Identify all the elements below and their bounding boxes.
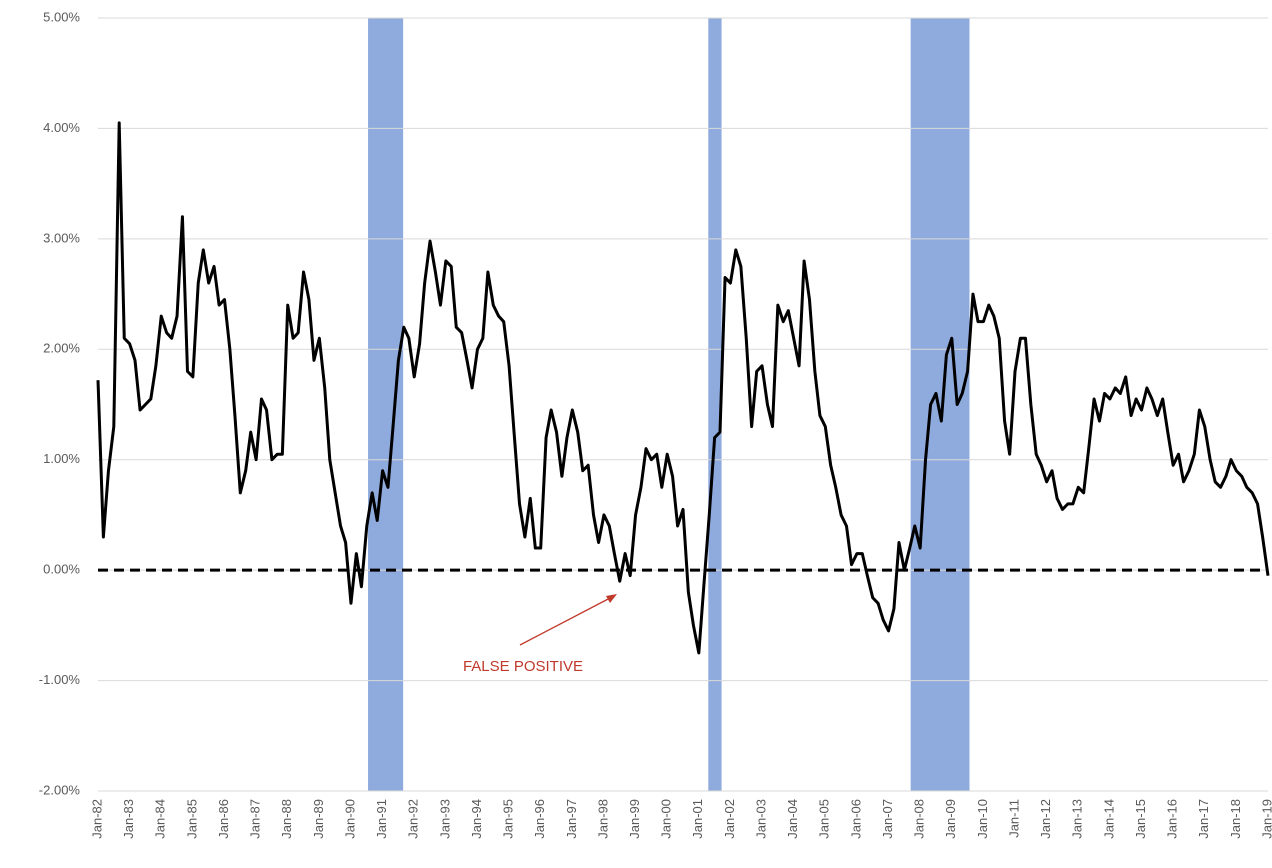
arrow-head xyxy=(606,594,617,603)
y-tick-label: 3.00% xyxy=(43,230,80,245)
recession-band xyxy=(708,18,722,791)
y-tick-label: 2.00% xyxy=(43,341,80,356)
x-tick-label: Jan-02 xyxy=(722,799,737,839)
x-tick-label: Jan-07 xyxy=(880,799,895,839)
x-tick-label: Jan-16 xyxy=(1165,799,1180,839)
x-tick-label: Jan-14 xyxy=(1101,799,1116,839)
y-tick-label: 5.00% xyxy=(43,9,80,24)
x-tick-label: Jan-03 xyxy=(753,799,768,839)
annotation-arrow xyxy=(519,596,613,646)
x-tick-label: Jan-15 xyxy=(1133,799,1148,839)
x-tick-label: Jan-19 xyxy=(1259,799,1272,839)
x-tick-label: Jan-00 xyxy=(659,799,674,839)
y-tick-label: 4.00% xyxy=(43,120,80,135)
recession-band xyxy=(368,18,404,791)
x-tick-label: Jan-09 xyxy=(943,799,958,839)
x-tick-label: Jan-99 xyxy=(627,799,642,839)
x-tick-label: Jan-83 xyxy=(121,799,136,839)
x-tick-label: Jan-92 xyxy=(406,799,421,839)
x-tick-label: Jan-84 xyxy=(153,799,168,839)
y-tick-label: -2.00% xyxy=(39,782,81,797)
x-tick-label: Jan-96 xyxy=(532,799,547,839)
recession-band xyxy=(910,18,970,791)
x-tick-label: Jan-94 xyxy=(469,799,484,839)
x-tick-label: Jan-17 xyxy=(1196,799,1211,839)
y-tick-label: 1.00% xyxy=(43,451,80,466)
x-tick-label: Jan-06 xyxy=(848,799,863,839)
x-tick-label: Jan-86 xyxy=(216,799,231,839)
x-tick-label: Jan-88 xyxy=(279,799,294,839)
x-tick-label: Jan-95 xyxy=(501,799,516,839)
x-tick-label: Jan-10 xyxy=(975,799,990,839)
x-tick-label: Jan-08 xyxy=(912,799,927,839)
x-tick-label: Jan-01 xyxy=(690,799,705,839)
x-tick-label: Jan-05 xyxy=(817,799,832,839)
x-tick-label: Jan-12 xyxy=(1038,799,1053,839)
data-line xyxy=(96,121,1270,655)
x-tick-label: Jan-82 xyxy=(89,799,104,839)
x-tick-label: Jan-97 xyxy=(564,799,579,839)
x-tick-label: Jan-91 xyxy=(374,799,389,839)
x-tick-label: Jan-93 xyxy=(437,799,452,839)
x-tick-label: Jan-13 xyxy=(1070,799,1085,839)
x-tick-label: Jan-04 xyxy=(785,799,800,839)
x-tick-label: Jan-18 xyxy=(1228,799,1243,839)
x-tick-label: Jan-89 xyxy=(311,799,326,839)
x-tick-label: Jan-85 xyxy=(184,799,199,839)
x-tick-label: Jan-98 xyxy=(595,799,610,839)
x-tick-label: Jan-87 xyxy=(248,799,263,839)
x-tick-label: Jan-90 xyxy=(342,799,357,839)
x-tick-label: Jan-11 xyxy=(1006,799,1021,838)
y-tick-label: -1.00% xyxy=(39,672,81,687)
annotation: FALSE POSITIVE xyxy=(463,658,583,675)
y-tick-label: 0.00% xyxy=(43,562,80,577)
